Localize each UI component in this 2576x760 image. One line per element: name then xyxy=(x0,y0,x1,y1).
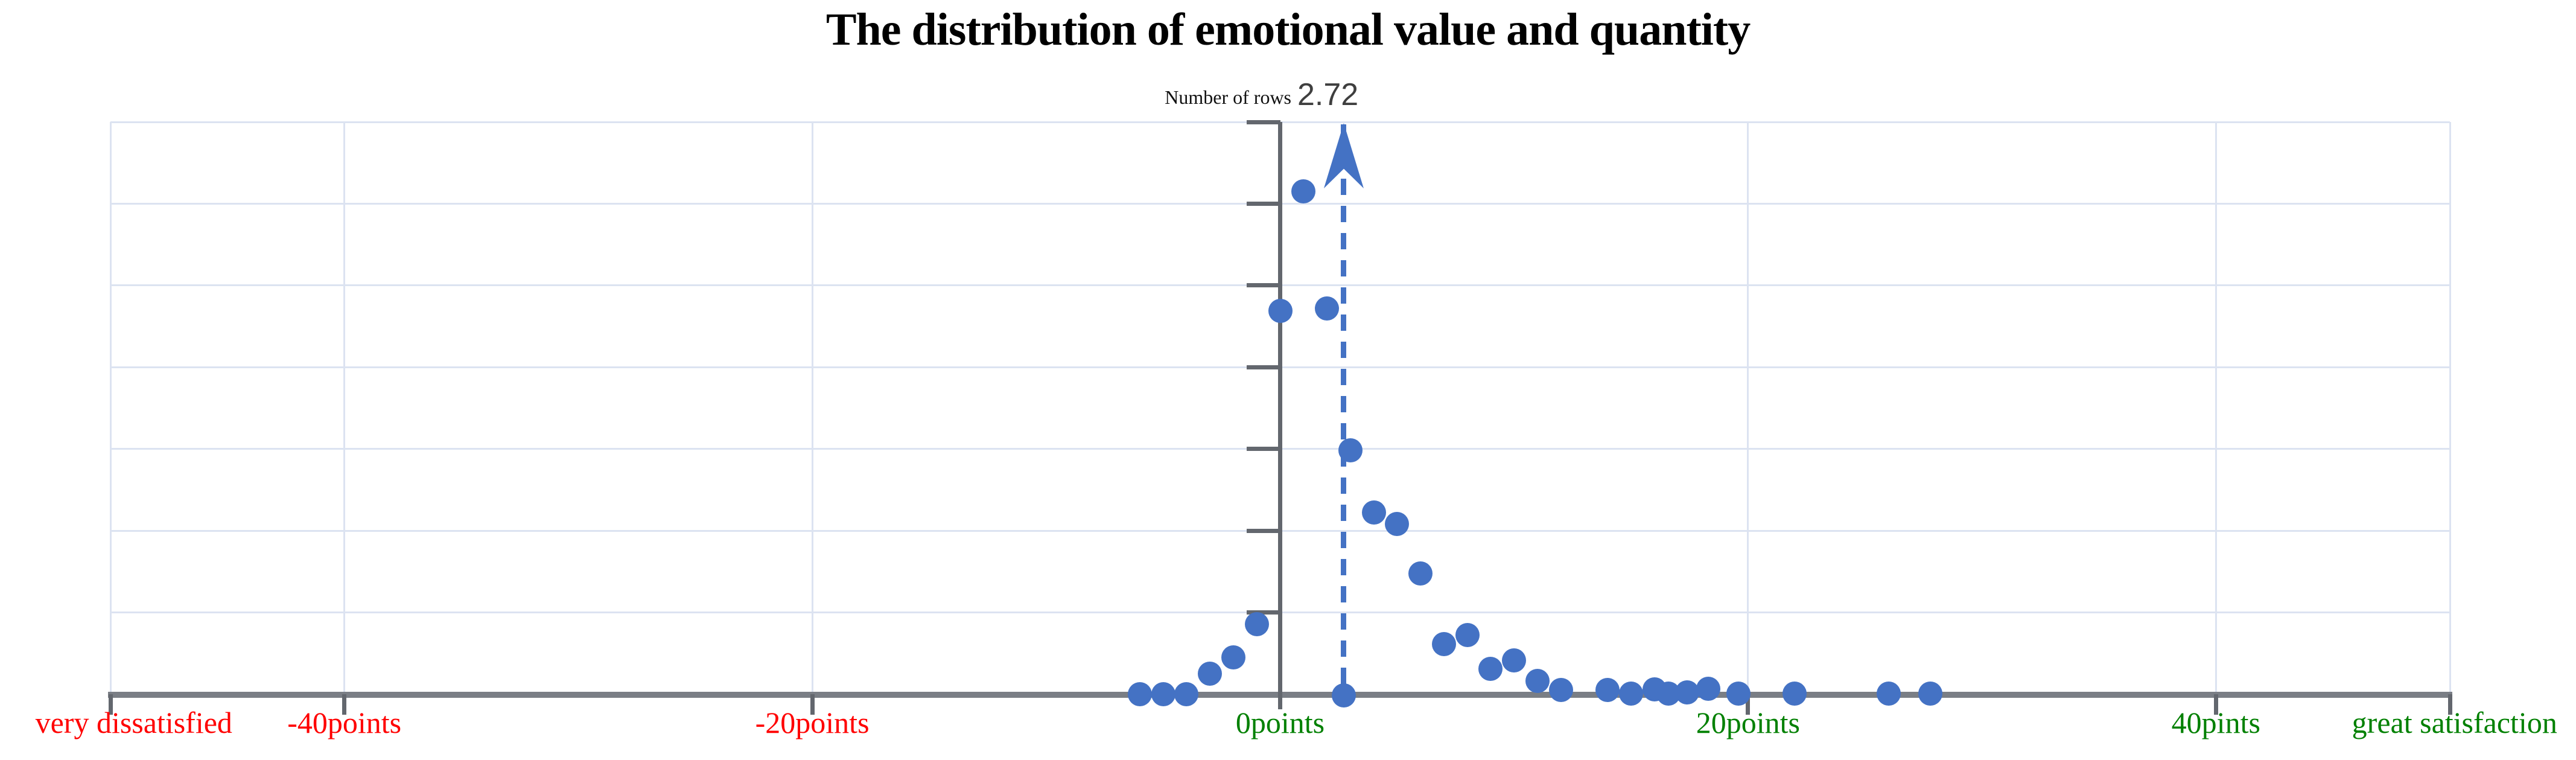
data-point xyxy=(1198,662,1223,686)
data-point xyxy=(1151,682,1175,706)
vertical-gridline xyxy=(343,122,346,694)
mean-value-label: 2.72 xyxy=(1297,77,1359,112)
y-axis-tick xyxy=(1246,447,1280,452)
data-point xyxy=(1361,500,1386,525)
y-axis-line xyxy=(1278,122,1282,709)
x-axis-label: 0points xyxy=(1235,706,1325,739)
vertical-gridline xyxy=(811,122,813,694)
data-point xyxy=(1696,676,1720,701)
x-axis-label: very dissatisfied xyxy=(35,706,232,739)
x-axis-label: -40points xyxy=(287,706,402,739)
data-point xyxy=(1876,681,1901,706)
data-point xyxy=(1385,512,1410,537)
x-axis-tick xyxy=(108,694,113,715)
y-axis-title: Number of rows xyxy=(1165,86,1291,108)
data-point xyxy=(1783,681,1807,706)
data-point xyxy=(1525,669,1550,694)
data-point xyxy=(1619,681,1644,706)
x-axis-tick xyxy=(2447,694,2452,715)
x-axis-label: 20points xyxy=(1696,706,1801,739)
data-point xyxy=(1408,561,1433,586)
vertical-gridline xyxy=(109,122,112,694)
x-axis-tick xyxy=(342,694,347,715)
data-point xyxy=(1726,681,1751,706)
y-axis-tick xyxy=(1246,365,1280,369)
data-point xyxy=(1221,645,1245,670)
data-point xyxy=(1315,296,1340,321)
x-axis-label: -20points xyxy=(755,706,870,739)
data-point xyxy=(1244,612,1269,636)
y-axis-tick xyxy=(1246,610,1280,615)
data-point xyxy=(1431,632,1456,657)
mean-dashed-line xyxy=(1341,124,1347,694)
data-point xyxy=(1595,678,1620,703)
x-axis-label: 40pints xyxy=(2171,706,2260,739)
data-point xyxy=(1338,438,1363,463)
data-point xyxy=(1548,678,1573,703)
y-axis-tick xyxy=(1246,528,1280,533)
y-axis-tick xyxy=(1246,283,1280,288)
data-point xyxy=(1291,179,1316,204)
y-axis-tick xyxy=(1246,201,1280,206)
vertical-gridline xyxy=(2449,122,2451,694)
x-axis-tick xyxy=(2213,694,2218,715)
data-point xyxy=(1174,682,1199,706)
mean-base-dot xyxy=(1331,683,1356,707)
data-point xyxy=(1918,681,1943,706)
y-axis-tick xyxy=(1246,120,1280,124)
data-point xyxy=(1127,682,1152,706)
data-point xyxy=(1478,657,1503,682)
data-point xyxy=(1455,623,1480,648)
data-point xyxy=(1502,648,1527,673)
chart-title: The distribution of emotional value and … xyxy=(825,4,1751,55)
x-axis-label: great satisfaction xyxy=(2352,706,2557,739)
x-axis-tick xyxy=(810,694,815,715)
data-point xyxy=(1268,298,1293,323)
x-axis-tick xyxy=(1746,694,1751,715)
vertical-gridline xyxy=(1747,122,1749,694)
data-point xyxy=(1675,680,1700,705)
vertical-gridline xyxy=(2215,122,2217,694)
